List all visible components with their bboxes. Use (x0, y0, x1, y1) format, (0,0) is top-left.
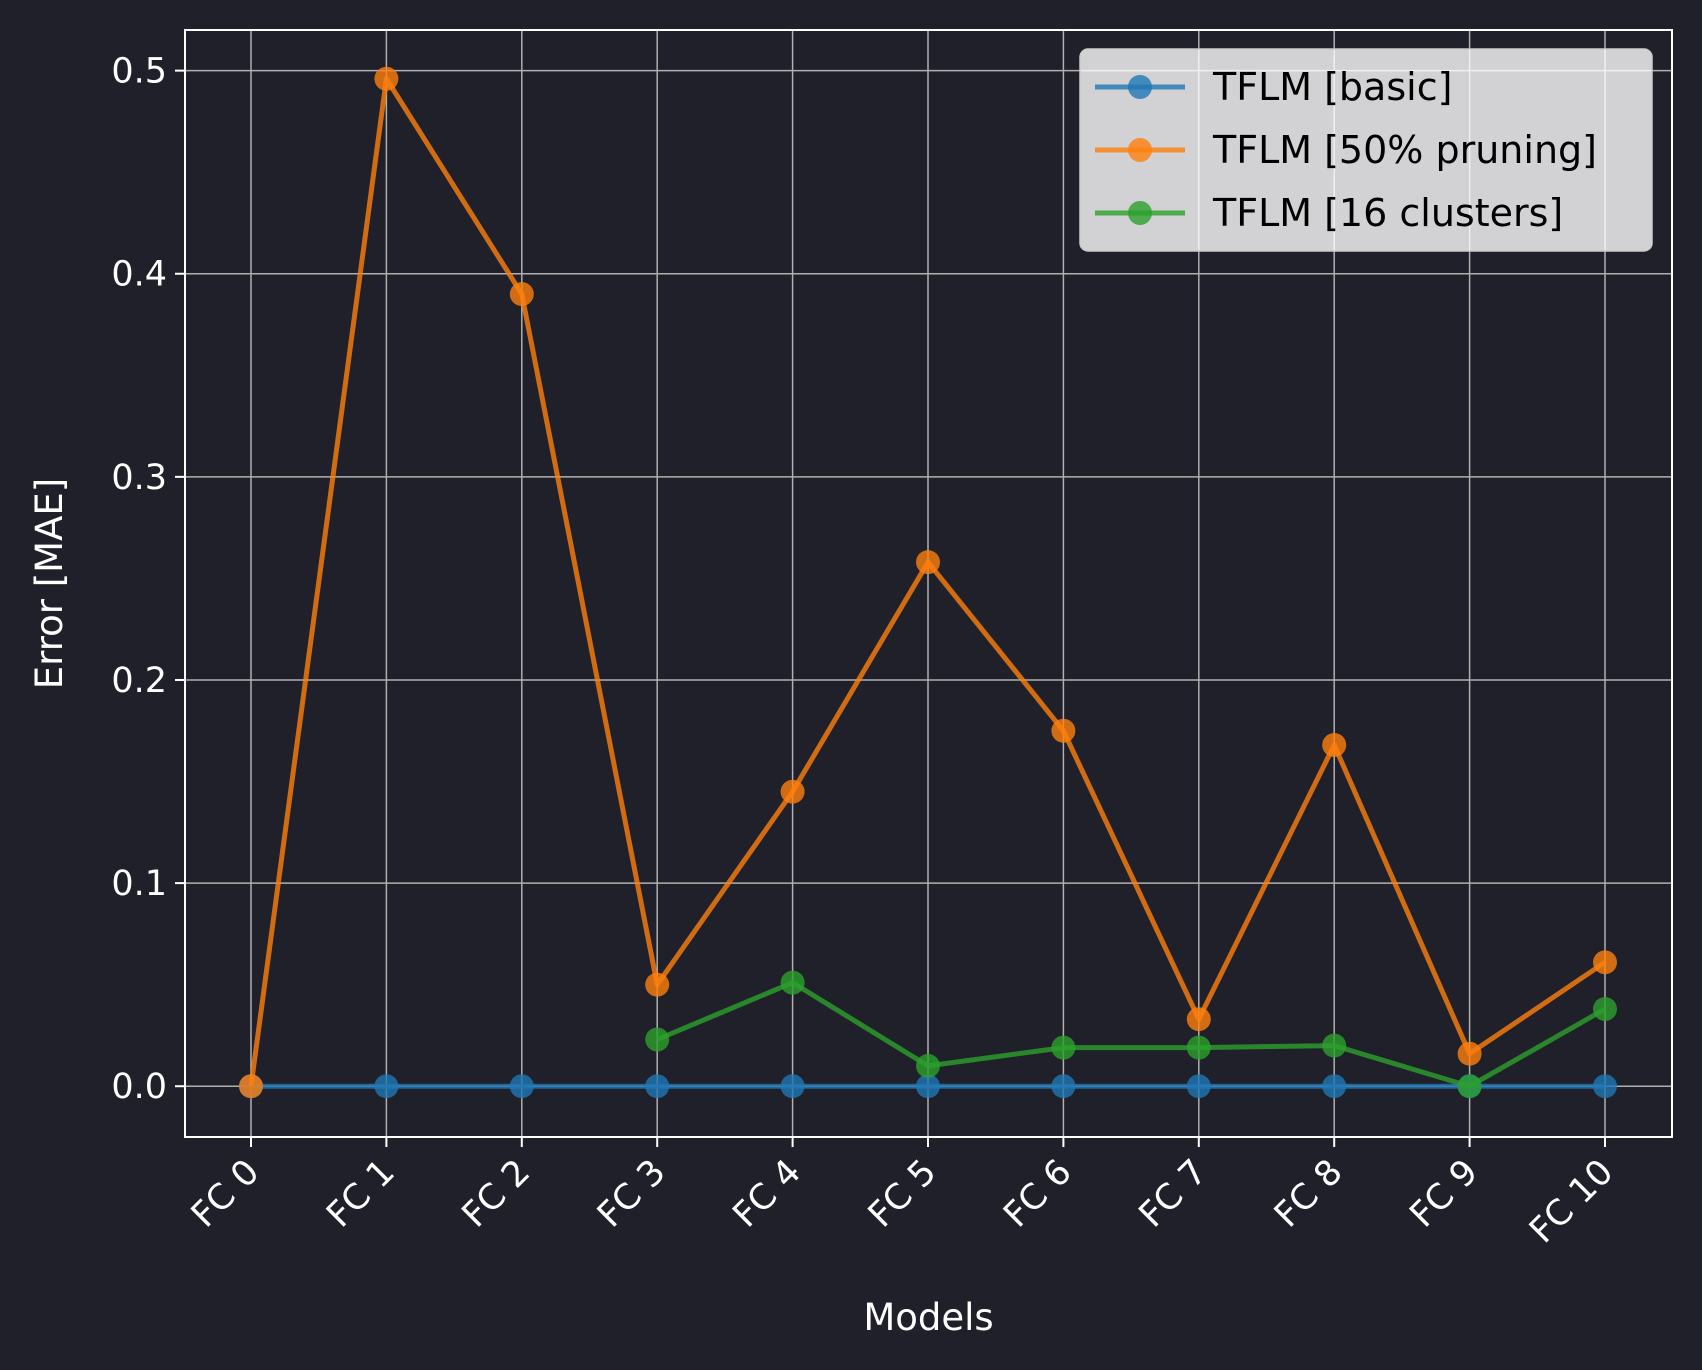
data-point (916, 1074, 940, 1099)
legend-label: TFLM [basic] (1212, 65, 1452, 109)
data-point (645, 972, 670, 997)
data-point (374, 66, 399, 91)
data-point (916, 550, 940, 575)
data-point (1051, 1035, 1076, 1060)
data-point (1186, 1035, 1211, 1060)
series-line (656, 980, 1607, 1089)
data-point (1322, 732, 1347, 757)
data-point (509, 282, 534, 307)
data-point (1457, 1074, 1482, 1099)
data-point (780, 970, 805, 995)
series-layer (239, 66, 1617, 1099)
y-tick-label: 0.4 (111, 255, 167, 295)
legend-box (1079, 48, 1653, 252)
data-point (1593, 1074, 1617, 1099)
y-tick-label: 0.3 (111, 458, 167, 498)
y-axis-label: Error [MAE] (28, 478, 71, 689)
data-point (239, 1074, 263, 1099)
series-3 (645, 970, 1617, 1099)
data-point (1186, 1074, 1211, 1099)
data-point (1322, 1033, 1347, 1058)
legend-item: TFLM [16 clusters] (1095, 191, 1563, 235)
data-point (1593, 950, 1617, 975)
legend-marker (1128, 75, 1152, 99)
legend: TFLM [basic] TFLM [50% pruning] TFLM [16 c… (1079, 48, 1653, 252)
legend-item: TFLM [basic] (1095, 65, 1452, 109)
legend-item: TFLM [50% pruning] (1095, 128, 1597, 172)
x-axis-label: Models (863, 1296, 993, 1339)
data-point (1457, 1041, 1482, 1066)
data-point (1051, 1074, 1076, 1099)
data-point (1593, 997, 1617, 1022)
data-point (780, 779, 805, 804)
data-point (645, 1074, 670, 1099)
y-tick-label: 0.2 (111, 661, 167, 701)
y-tick-label: 0.5 (111, 52, 167, 92)
legend-label: TFLM [16 clusters] (1212, 191, 1563, 235)
data-point (645, 1027, 670, 1052)
y-axis: 0.0 0.1 0.2 0.3 0.4 0.5 (111, 52, 185, 1107)
legend-marker (1128, 138, 1152, 162)
y-tick-label: 0.1 (111, 864, 167, 904)
legend-marker (1128, 201, 1152, 225)
data-point (1186, 1007, 1211, 1032)
data-point (374, 1074, 399, 1099)
data-point (1322, 1074, 1347, 1099)
legend-label: TFLM [50% pruning] (1212, 128, 1597, 172)
data-point (1051, 718, 1076, 743)
data-point (780, 1074, 805, 1099)
y-tick-label: 0.0 (111, 1067, 167, 1107)
series-2 (239, 66, 1617, 1099)
data-point (916, 1053, 940, 1078)
data-point (509, 1074, 534, 1099)
